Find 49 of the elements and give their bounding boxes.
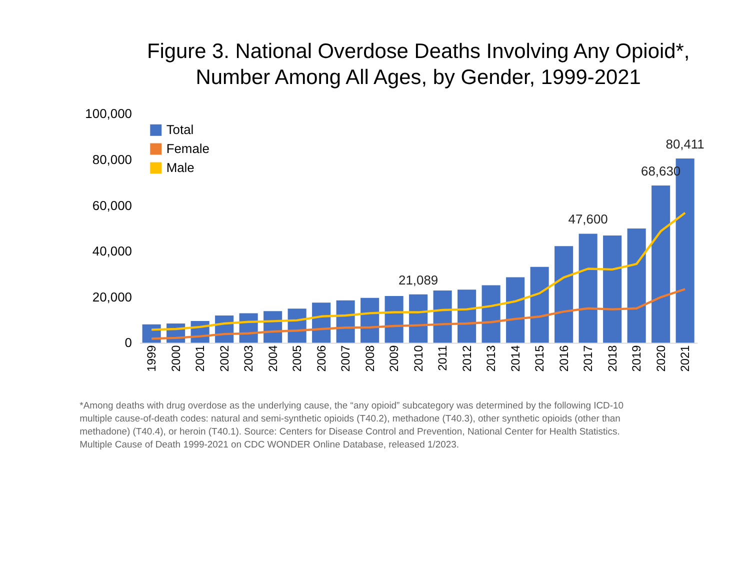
legend-label: Female — [166, 141, 210, 156]
bar — [627, 228, 646, 343]
x-tick-label: 2016 — [556, 344, 571, 372]
bar — [603, 236, 622, 343]
x-tick-label: 2017 — [581, 344, 596, 372]
y-tick-label: 20,000 — [92, 289, 132, 304]
x-tick-label: 2019 — [630, 344, 644, 372]
x-tick-label: 2011 — [436, 344, 450, 371]
x-tick-label: 2002 — [217, 344, 232, 372]
data-label: 80,411 — [666, 136, 704, 152]
x-tick-label: 2001 — [193, 344, 208, 372]
x-tick-label: 2009 — [387, 344, 402, 372]
x-tick-label: 2008 — [362, 344, 377, 372]
x-tick-label: 2021 — [678, 344, 692, 372]
line-series — [150, 288, 686, 340]
x-tick-label: 2003 — [242, 344, 256, 372]
x-tick-label: 2013 — [484, 344, 498, 372]
bar — [506, 277, 525, 343]
data-label: 21,089 — [398, 272, 438, 288]
text: *Among deaths with drug overdose as the underlying cause, the “any opioid” subcategory was determined by the following ICD-10 multiple cause-of-death codes: natural and semi-synthetic opioids (T40.2), methadone (T40.3), other synthetic opioids (other than methadone) (T40.4), or heroin (T40.1). Source: Centers for Disease Control and Prevention, National Center for Health Statistics. Multiple Cause of Death 1999-2021 on CDC WONDER Online Database, released 1/2023. — [80, 400, 624, 450]
x-tick-label: 2006 — [314, 344, 328, 372]
x-tick-label: 2005 — [290, 344, 304, 372]
x-tick-label: 2007 — [338, 344, 353, 372]
bar — [482, 285, 500, 343]
x-tick-label: 2000 — [168, 344, 183, 372]
x-tick-label: 2010 — [411, 344, 426, 372]
x-tick-label: 2014 — [508, 344, 522, 372]
x-tick-label: 2012 — [460, 344, 474, 372]
line-series — [150, 212, 686, 331]
legend-label: Male — [166, 160, 194, 175]
x-tick-label: 2020 — [654, 344, 668, 372]
y-tick-label: 80,000 — [92, 152, 132, 167]
x-tick-label: 1999 — [144, 344, 159, 372]
data-label: 47,600 — [568, 212, 608, 227]
legend-label: Total — [166, 122, 194, 138]
bar — [530, 266, 549, 343]
x-tick-label: 2015 — [532, 344, 547, 372]
bar — [554, 246, 574, 343]
bar — [578, 234, 598, 343]
y-tick-label: 0 — [124, 335, 132, 350]
y-tick-label: 100,000 — [85, 106, 132, 122]
y-tick-label: 40,000 — [92, 244, 132, 259]
bar — [652, 186, 670, 343]
bar — [458, 290, 476, 343]
x-tick-label: 2004 — [266, 344, 280, 372]
bar — [433, 290, 452, 343]
chart-title: Figure 3. National Overdose Deaths Involving Any Opioid*, Number Among All Ages, by Gender, 1999-2021 — [146, 40, 690, 89]
y-tick-label: 60,000 — [92, 198, 132, 213]
x-tick-label: 2018 — [605, 344, 620, 372]
